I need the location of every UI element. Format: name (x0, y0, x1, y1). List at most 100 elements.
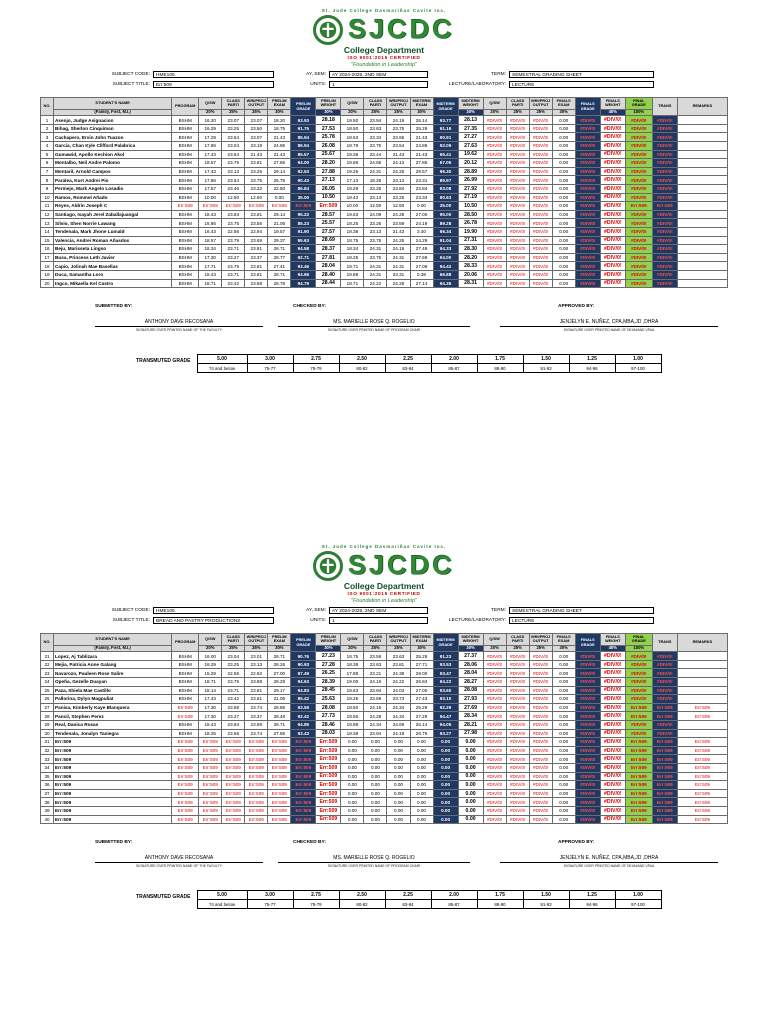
grade-cell: Err:509 (315, 201, 342, 211)
grade-cell: 0.00 (551, 158, 576, 168)
student-name: Mejia, Patricia Anne Galang (53, 659, 173, 670)
grade-cell: 23.25 (386, 192, 411, 203)
grade-cell: 19 (39, 269, 55, 280)
grade-cell: Err:509 (624, 702, 653, 713)
grade-cell: 27.69 (457, 702, 484, 713)
grade-cell: #DIV/0! (599, 278, 626, 289)
grade-cell: 0.00 (551, 261, 576, 271)
grade-cell: #DIV/0! (528, 261, 553, 271)
grade-cell: 0.00 (432, 780, 459, 790)
grade-cell: 18.56 (340, 711, 365, 721)
student-row: 6 Montalbo, Neil Andre Palomo BSHM 18.57 23.… (39, 158, 729, 168)
grade-cell: 27.69 (409, 252, 434, 263)
column-header: CLASS PARTI (221, 96, 246, 110)
grade-cell: BSHM (171, 261, 200, 271)
grade-cell: #DIV/0! (505, 702, 530, 713)
grade-cell: #DIV/0! (651, 183, 678, 194)
grade-cell: Err:509 (221, 788, 246, 799)
grade-cell: 27.63 (457, 141, 484, 151)
column-header: MIDTERM GRADE (432, 632, 459, 653)
grade-cell: #DIV/0! (505, 123, 530, 134)
grade-cell: #DIV/0! (505, 132, 530, 142)
column-header: Q/SW (198, 632, 223, 646)
grade-cell: BSHM (171, 209, 200, 220)
grade-cell: #DIV/0! (505, 235, 530, 246)
grade-cell: 94.22 (432, 677, 459, 687)
grade-cell: #DIV/0! (624, 244, 653, 254)
grade-cell: 16.00 (198, 651, 223, 661)
grade-cell: 19.62 (457, 149, 484, 160)
grade-cell: #DIV/0! (599, 659, 626, 670)
grade-cell: 17.43 (198, 166, 223, 177)
grade-cell: 0.00 (363, 797, 388, 807)
grade-cell: 23.88 (244, 278, 269, 289)
grade-cell: Err:509 (221, 805, 246, 816)
grade-cell: Err:509 (651, 762, 678, 773)
grade-cell: 90.93 (290, 659, 317, 670)
grade-cell: 27.86 (267, 728, 292, 739)
grade-cell: 6 (39, 158, 55, 168)
grade-cell: 92.09 (432, 141, 459, 151)
grade-cell: 93.46 (290, 261, 317, 271)
student-name: Err:509 (53, 805, 173, 816)
grade-cell: Err:509 (290, 754, 317, 764)
signature-section: SUBMITTED BY: ANTHONY DAVE RECOSANA SIGN… (0, 304, 768, 344)
grade-cell: 33 (39, 754, 55, 764)
grade-cell: #DIV/0! (599, 218, 626, 228)
grade-cell: 96.30 (432, 166, 459, 177)
grade-cell: Err:509 (244, 797, 269, 807)
grade-cell: #DIV/0! (528, 158, 553, 168)
grade-cell: BSHM (171, 166, 200, 177)
grade-cell: 0.00 (551, 771, 576, 782)
grade-cell: #DIV/0! (651, 659, 678, 670)
grade-cell: BSHM (171, 123, 200, 134)
student-name: Permejo, Mark Angelo Losadio (53, 183, 173, 194)
grade-cell: #DIV/0! (599, 805, 626, 816)
grade-cell: #DIV/0! (624, 149, 653, 160)
grade-cell (676, 183, 729, 194)
grade-cell: 95.00 (432, 209, 459, 220)
grade-cell: Err:509 (267, 788, 292, 799)
grade-cell: 18.34 (340, 244, 365, 254)
student-name: Bihag, Sherlon Cinquiman (53, 123, 173, 134)
grade-cell: 94.00 (290, 158, 317, 168)
grade-cell: #DIV/0! (651, 141, 678, 151)
grade-cell: 0.00 (551, 694, 576, 704)
grade-cell: #DIV/0! (528, 788, 553, 799)
student-name: Pallorina, Dylyn Magpuliat (53, 694, 173, 704)
student-row: 3 Cachapero, Ervin John Tuazon BSHM 17.29 23… (39, 132, 729, 142)
grade-cell: 24.31 (363, 269, 388, 280)
grade-cell: #DIV/0! (505, 209, 530, 220)
grade-cell: 27.27 (457, 132, 484, 142)
college-department-label: College Department (343, 581, 425, 592)
grade-cell: #DIV/0! (574, 166, 601, 177)
column-header: PROGRAM (171, 632, 200, 653)
grade-cell: 23.94 (363, 685, 388, 696)
grade-cell: Err:509 (267, 797, 292, 807)
grade-cell: #DIV/0! (651, 149, 678, 160)
column-header: FINALS WEIGHT (599, 632, 626, 646)
grade-cell: #DIV/0! (528, 762, 553, 773)
grade-cell: 25.29 (409, 702, 434, 713)
grade-cell: #DIV/0! (574, 797, 601, 807)
grade-cell: 24.22 (363, 278, 388, 289)
grade-cell: 26.99 (457, 175, 484, 185)
column-header: PRELIM GRADE (290, 96, 317, 117)
grade-cell: 0.00 (340, 754, 365, 764)
student-name: Err:509 (53, 814, 173, 825)
grade-cell: 23.69 (363, 694, 388, 704)
student-row: 25 Paza, Shiela Mae Castillo BSHM 18.14 23.7… (39, 685, 729, 696)
column-header: CLASS PARTI (505, 96, 530, 110)
grade-cell: 94.66 (290, 269, 317, 280)
units-value: 1 (329, 80, 428, 89)
grade-cell: 0.00 (386, 762, 411, 773)
grade-cell: 22.94 (244, 226, 269, 237)
grade-cell: 24.38 (386, 668, 411, 678)
grade-cell: 0.00 (551, 668, 576, 678)
grade-cell: 28.57 (409, 166, 434, 177)
grade-cell: 24.69 (386, 719, 411, 730)
column-subheader: 30% (267, 108, 292, 117)
transmuted-grade-range: 74 and below (196, 363, 248, 374)
grade-cell (676, 115, 729, 125)
grade-cell: #DIV/0! (574, 269, 601, 280)
